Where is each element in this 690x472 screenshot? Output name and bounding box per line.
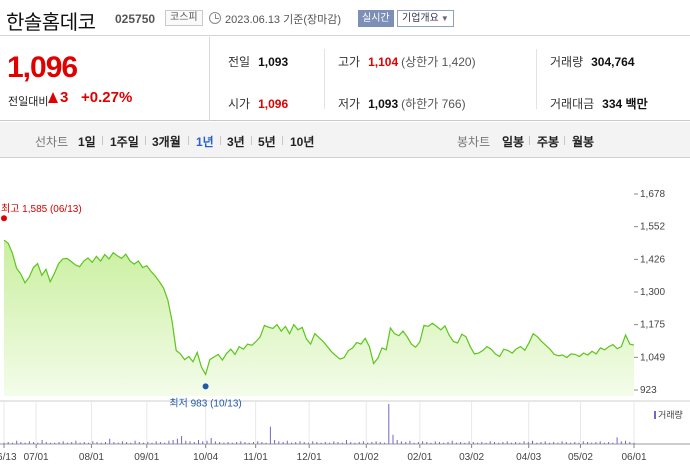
open-value: 1,096 [258, 97, 289, 111]
change-label: 전일대비 [8, 96, 49, 108]
chevron-down-icon: ▼ [440, 14, 449, 23]
low-cell: 저가 1,093 (하한가 766) [338, 95, 466, 112]
x-tick-label: 01/02 [354, 452, 379, 463]
period-tab-10y[interactable]: 10년 [290, 135, 315, 149]
company-overview-label: 기업개요 [402, 13, 439, 24]
volume-cell: 거래량 304,764 [550, 53, 635, 70]
x-tick-label: 02/01 [407, 452, 432, 463]
amount-cell: 거래대금 334 백만 [550, 95, 648, 112]
volume-legend-label: 거래량 [658, 410, 683, 420]
y-tick-label: 1,049 [640, 352, 665, 363]
clock-icon [209, 12, 221, 24]
y-tick-label: 1,426 [640, 254, 665, 265]
period-tab-3m[interactable]: 3개월 [152, 135, 181, 149]
candle-tab-weekly[interactable]: 주봉 [537, 135, 560, 149]
divider [251, 136, 252, 145]
volume-value: 304,764 [591, 55, 635, 69]
market-badge: 코스피 [165, 10, 203, 26]
volume-label: 거래량 [550, 55, 584, 69]
x-tick-label: 12/01 [297, 452, 322, 463]
candle-chart-header: 봉차트 [457, 135, 491, 149]
stock-header: 한솔홈데코 025750 코스피 2023.06.13 기준(장마감) 실시간 … [0, 0, 690, 36]
low-annotation: 최저 983 (10/13) [169, 397, 241, 409]
x-tick-label: 06/13 [0, 452, 17, 463]
current-price: 1,096 [7, 51, 78, 84]
period-tab-1d[interactable]: 1일 [78, 135, 96, 149]
volume-legend: 거래량 [654, 408, 683, 421]
y-tick-label: 1,552 [640, 222, 665, 233]
divider [145, 136, 146, 145]
high-label: 고가 [338, 55, 361, 69]
low-marker [202, 383, 209, 390]
upper-limit: (상한가 1,420) [401, 55, 476, 69]
divider [564, 136, 565, 145]
realtime-button[interactable]: 실시간 [358, 10, 394, 27]
divider [102, 136, 103, 145]
period-tab-1w[interactable]: 1주일 [110, 135, 139, 149]
price-chart-svg: 1,678 1,552 1,426 1,300 1,175 1,049 923 06/13 07… [0, 189, 690, 463]
open-label: 시가 [228, 97, 251, 111]
high-cell: 고가 1,104 (상한가 1,420) [338, 53, 476, 70]
x-tick-label: 10/04 [193, 452, 218, 463]
x-tick-label: 05/02 [568, 452, 593, 463]
volume-legend-swatch [654, 411, 656, 419]
change-amount: 3 [60, 89, 69, 106]
x-tick-label: 11/01 [243, 452, 268, 463]
company-overview-button[interactable]: 기업개요 ▼ [397, 10, 454, 27]
prev-close-value: 1,093 [258, 55, 289, 69]
open-cell: 시가 1,096 [228, 95, 288, 112]
price-chart[interactable]: 1,678 1,552 1,426 1,300 1,175 1,049 923 06/13 07… [0, 158, 690, 472]
y-tick-label: 1,175 [640, 320, 665, 331]
x-tick-label: 09/01 [134, 452, 159, 463]
chart-period-bar: 선차트 1일 1주일 3개월 1년 3년 5년 10년 봉차트 일봉 주봉 월봉 [0, 122, 690, 158]
up-arrow-icon [48, 92, 58, 103]
amount-value: 334 [602, 97, 623, 111]
high-value: 1,104 [368, 55, 399, 69]
y-tick-label: 1,678 [640, 189, 665, 200]
x-tick-label: 08/01 [79, 452, 104, 463]
stock-code: 025750 [115, 12, 156, 26]
x-tick-label: 04/03 [516, 452, 541, 463]
current-price-box: 1,096 전일대비 3 +0.27% [0, 37, 210, 121]
amount-label: 거래대금 [550, 97, 595, 111]
amount-unit: 백만 [625, 97, 648, 111]
x-tick-label: 06/01 [621, 452, 646, 463]
y-tick-label: 1,300 [640, 287, 665, 298]
price-summary: 1,096 전일대비 3 +0.27% 전일 1,093 고가 1,104 (상한가 … [0, 37, 690, 121]
lower-limit: (하한가 766) [401, 97, 466, 111]
x-tick-label: 03/02 [459, 452, 484, 463]
price-line [3, 239, 635, 376]
prev-close-cell: 전일 1,093 [228, 53, 288, 70]
stock-name: 한솔홈데코 [6, 12, 96, 34]
divider [188, 136, 189, 145]
candle-tab-daily[interactable]: 일봉 [502, 135, 525, 149]
price-area [4, 240, 634, 396]
period-tab-3y[interactable]: 3년 [227, 135, 245, 149]
period-tab-1y[interactable]: 1년 [196, 135, 214, 149]
divider [282, 136, 283, 145]
low-label: 저가 [338, 97, 361, 111]
high-marker [1, 215, 7, 222]
candle-tab-monthly[interactable]: 월봉 [572, 135, 595, 149]
y-tick-label: 923 [640, 385, 657, 396]
low-value: 1,093 [368, 97, 399, 111]
divider [220, 136, 221, 145]
divider [529, 136, 530, 145]
divider [324, 49, 325, 109]
period-tab-5y[interactable]: 5년 [258, 135, 276, 149]
change-percent: +0.27% [81, 89, 133, 106]
line-chart-header: 선차트 [35, 135, 69, 149]
divider [536, 49, 537, 109]
basis-date: 2023.06.13 기준(장마감) [225, 14, 342, 26]
high-annotation: 최고 1,585 (06/13) [1, 203, 82, 215]
x-tick-label: 07/01 [24, 452, 49, 463]
prev-close-label: 전일 [228, 55, 251, 69]
